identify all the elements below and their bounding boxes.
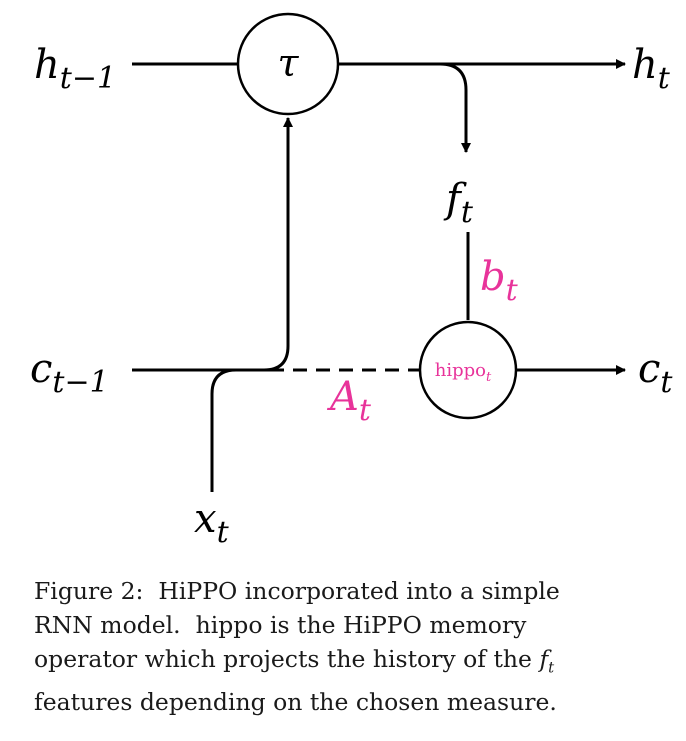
tau-node [236, 12, 340, 116]
h-prev-label: ht−1 [34, 42, 116, 96]
x-label: xt [194, 496, 230, 550]
x-input-edge [210, 368, 237, 492]
figure-caption: Figure 2: HiPPO incorporated into a simp… [34, 574, 684, 719]
b-label: bt [480, 254, 519, 308]
hippo-label: hippot [435, 360, 492, 385]
a-label: At [326, 374, 372, 428]
caption-line-2: RNN model. hippo is the HiPPO memory [34, 611, 527, 639]
f-branch-edge [439, 62, 471, 153]
caption-line-3: operator which projects the history of t… [34, 642, 684, 685]
f-label: ft [443, 176, 474, 230]
c-prev-label: ct−1 [30, 346, 109, 400]
caption-math-f: f [539, 645, 549, 673]
c-to-tau-edge [263, 117, 293, 372]
h-next-label: ht [632, 42, 671, 96]
caption-math-sub: t [548, 658, 555, 677]
caption-line-4: features depending on the chosen measure… [34, 687, 557, 716]
rnn-hippo-diagram: τ hippot ht−1 ht ft bt ct−1 ct At xt [30, 12, 673, 550]
caption-line-1: Figure 2: HiPPO incorporated into a simp… [34, 577, 560, 605]
c-next-label: ct [638, 346, 673, 400]
tau-label: τ [277, 41, 299, 85]
caption-line-3-text: operator which projects the history of t… [34, 645, 540, 673]
